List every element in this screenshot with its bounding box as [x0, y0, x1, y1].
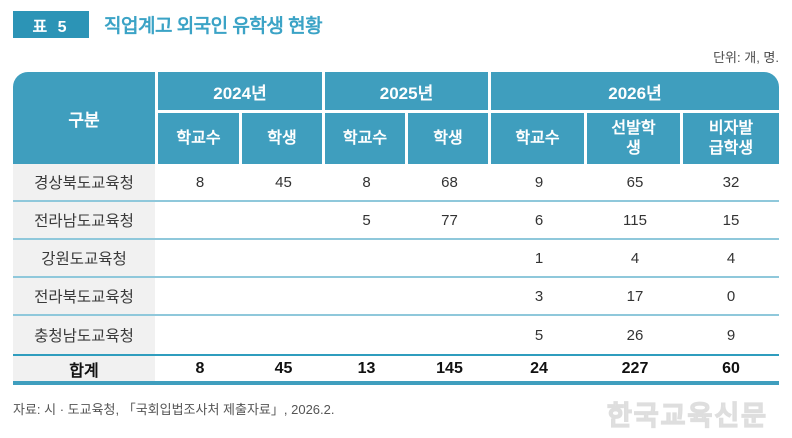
row-label: 강원도교육청 — [13, 240, 158, 276]
cell-2025-students: 77 — [408, 202, 491, 238]
cell-2024-schools — [158, 316, 242, 354]
cell-2026-selected: 26 — [587, 316, 683, 354]
cell-2025-schools — [325, 316, 408, 354]
header-label: 비자발급학생 — [708, 120, 754, 157]
cell-2026-visa: 32 — [683, 164, 779, 200]
cell-2025-students: 68 — [408, 164, 491, 200]
cell-2026-selected: 17 — [587, 278, 683, 314]
cell-2026-selected: 4 — [587, 240, 683, 276]
cell-2025-schools — [325, 240, 408, 276]
header-label: 학교수 — [342, 129, 388, 147]
watermark: 한국교육신문 — [606, 400, 768, 431]
total-2024-students: 45 — [242, 356, 325, 381]
cell-2026-schools: 6 — [491, 202, 587, 238]
total-2026-visa: 60 — [683, 356, 779, 381]
cell-2026-schools: 5 — [491, 316, 587, 354]
header-2025-students: 학생 — [408, 113, 491, 164]
cell-2026-selected: 115 — [587, 202, 683, 238]
table-row: 경상북도교육청 8 45 8 68 9 65 32 — [13, 164, 779, 202]
page: 표 5 직업계고 외국인 유학생 현황 단위: 개, 명. 구분 2024년 2… — [13, 11, 779, 417]
total-2025-students: 145 — [408, 356, 491, 381]
cell-2024-students — [242, 316, 325, 354]
title-bar: 표 5 직업계고 외국인 유학생 현황 — [13, 11, 779, 38]
total-2024-schools: 8 — [158, 356, 242, 381]
cell-2026-schools: 3 — [491, 278, 587, 314]
header-label: 학교수 — [176, 129, 221, 147]
cell-2026-schools: 9 — [491, 164, 587, 200]
table-total-row: 합계 8 45 13 145 24 227 60 — [13, 354, 779, 385]
cell-2025-students — [408, 240, 491, 276]
row-label: 전라남도교육청 — [13, 202, 158, 238]
cell-2026-visa: 15 — [683, 202, 779, 238]
table-number-badge: 표 5 — [13, 11, 89, 38]
cell-2024-students — [242, 240, 325, 276]
cell-2026-visa: 4 — [683, 240, 779, 276]
source-note: 자료: 시 · 도교육청, 「국회입법조사처 제출자료」, 2026.2. — [13, 402, 335, 417]
unit-note: 단위: 개, 명. — [713, 50, 779, 65]
cell-2024-students — [242, 202, 325, 238]
header-corner: 구분 — [13, 72, 158, 164]
header-year-2025: 2025년 — [325, 72, 491, 113]
header-2026-selected: 선발학생 — [587, 113, 683, 164]
table-row: 전라북도교육청 3 17 0 — [13, 278, 779, 316]
cell-2024-schools — [158, 240, 242, 276]
cell-2024-students: 45 — [242, 164, 325, 200]
cell-2025-schools — [325, 278, 408, 314]
cell-2026-visa: 0 — [683, 278, 779, 314]
cell-2026-selected: 65 — [587, 164, 683, 200]
header-label: 학교수 — [515, 129, 560, 147]
total-2026-schools: 24 — [491, 356, 587, 381]
header-2026-visa: 비자발급학생 — [683, 113, 779, 164]
total-2025-schools: 13 — [325, 356, 408, 381]
header-2026-schools: 학교수 — [491, 113, 587, 164]
cell-2025-schools: 5 — [325, 202, 408, 238]
row-label: 경상북도교육청 — [13, 164, 158, 200]
cell-2024-schools — [158, 278, 242, 314]
header-label: 학생 — [433, 129, 463, 147]
total-2026-selected: 227 — [587, 356, 683, 381]
total-label: 합계 — [13, 356, 158, 381]
header-label: 학생 — [267, 129, 297, 147]
header-2025-schools: 학교수 — [325, 113, 408, 164]
table-row: 충청남도교육청 5 26 9 — [13, 316, 779, 354]
header-label: 선발학생 — [611, 120, 656, 157]
table-header: 구분 2024년 2025년 2026년 학교수 학생 학교수 학생 학교수 선… — [13, 72, 779, 164]
row-label: 전라북도교육청 — [13, 278, 158, 314]
cell-2024-schools — [158, 202, 242, 238]
cell-2025-students — [408, 278, 491, 314]
cell-2026-schools: 1 — [491, 240, 587, 276]
header-year-2024: 2024년 — [158, 72, 325, 113]
table-body: 경상북도교육청 8 45 8 68 9 65 32 전라남도교육청 5 77 6… — [13, 164, 779, 385]
cell-2025-students — [408, 316, 491, 354]
page-title: 직업계고 외국인 유학생 현황 — [104, 16, 323, 37]
header-2024-students: 학생 — [242, 113, 325, 164]
header-year-2026: 2026년 — [491, 72, 779, 113]
cell-2024-schools: 8 — [158, 164, 242, 200]
header-2024-schools: 학교수 — [158, 113, 242, 164]
cell-2025-schools: 8 — [325, 164, 408, 200]
cell-2026-visa: 9 — [683, 316, 779, 354]
row-label: 충청남도교육청 — [13, 316, 158, 354]
data-table: 구분 2024년 2025년 2026년 학교수 학생 학교수 학생 학교수 선… — [13, 72, 779, 385]
table-row: 강원도교육청 1 4 4 — [13, 240, 779, 278]
table-row: 전라남도교육청 5 77 6 115 15 — [13, 202, 779, 240]
cell-2024-students — [242, 278, 325, 314]
